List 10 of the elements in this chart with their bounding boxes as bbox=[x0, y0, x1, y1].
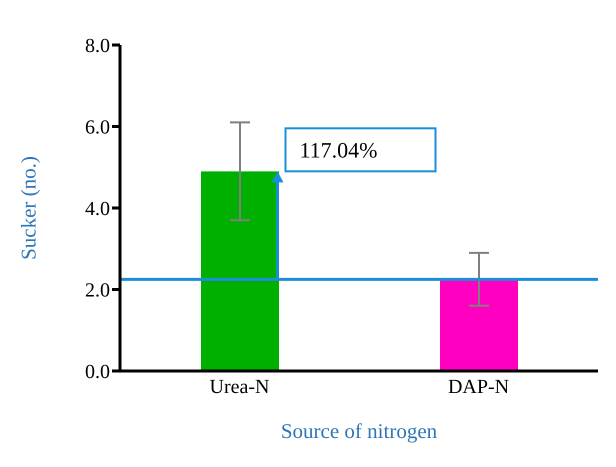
x-tick-label: Urea-N bbox=[210, 376, 270, 398]
x-tick-label: DAP-N bbox=[448, 376, 510, 398]
y-tick-label: 8.0 bbox=[85, 35, 110, 58]
y-tick-label: 4.0 bbox=[85, 198, 110, 220]
y-tick-label: 0.0 bbox=[85, 361, 110, 384]
y-tick-label: 2.0 bbox=[85, 280, 110, 302]
y-tick-label: 6.0 bbox=[85, 116, 110, 139]
annotation: 117.04% bbox=[300, 137, 378, 162]
y-axis-title: Sucker (no.) bbox=[16, 156, 40, 260]
x-axis-title: Source of nitrogen bbox=[280, 418, 438, 443]
